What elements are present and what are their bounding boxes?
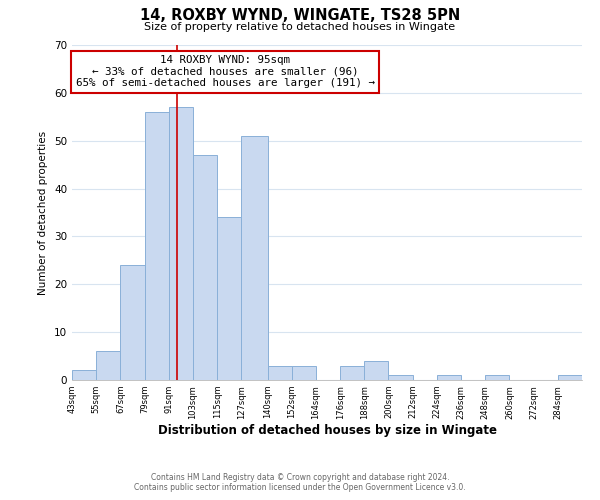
Bar — [72, 370, 96, 380]
Text: Size of property relative to detached houses in Wingate: Size of property relative to detached ho… — [145, 22, 455, 32]
X-axis label: Distribution of detached houses by size in Wingate: Distribution of detached houses by size … — [157, 424, 497, 438]
Bar — [121, 265, 145, 380]
Bar — [217, 218, 241, 380]
Bar — [268, 366, 292, 380]
Bar — [145, 112, 169, 380]
Text: 14, ROXBY WYND, WINGATE, TS28 5PN: 14, ROXBY WYND, WINGATE, TS28 5PN — [140, 8, 460, 22]
Bar — [96, 352, 121, 380]
Y-axis label: Number of detached properties: Number of detached properties — [38, 130, 49, 294]
Bar — [193, 155, 217, 380]
Bar — [340, 366, 364, 380]
Text: Contains HM Land Registry data © Crown copyright and database right 2024.
Contai: Contains HM Land Registry data © Crown c… — [134, 473, 466, 492]
Bar — [364, 361, 388, 380]
Bar — [169, 107, 193, 380]
Bar — [292, 366, 316, 380]
Bar — [388, 375, 413, 380]
Bar — [485, 375, 509, 380]
Text: 14 ROXBY WYND: 95sqm
← 33% of detached houses are smaller (96)
65% of semi-detac: 14 ROXBY WYND: 95sqm ← 33% of detached h… — [76, 55, 374, 88]
Bar — [558, 375, 582, 380]
Bar — [437, 375, 461, 380]
Bar — [241, 136, 268, 380]
